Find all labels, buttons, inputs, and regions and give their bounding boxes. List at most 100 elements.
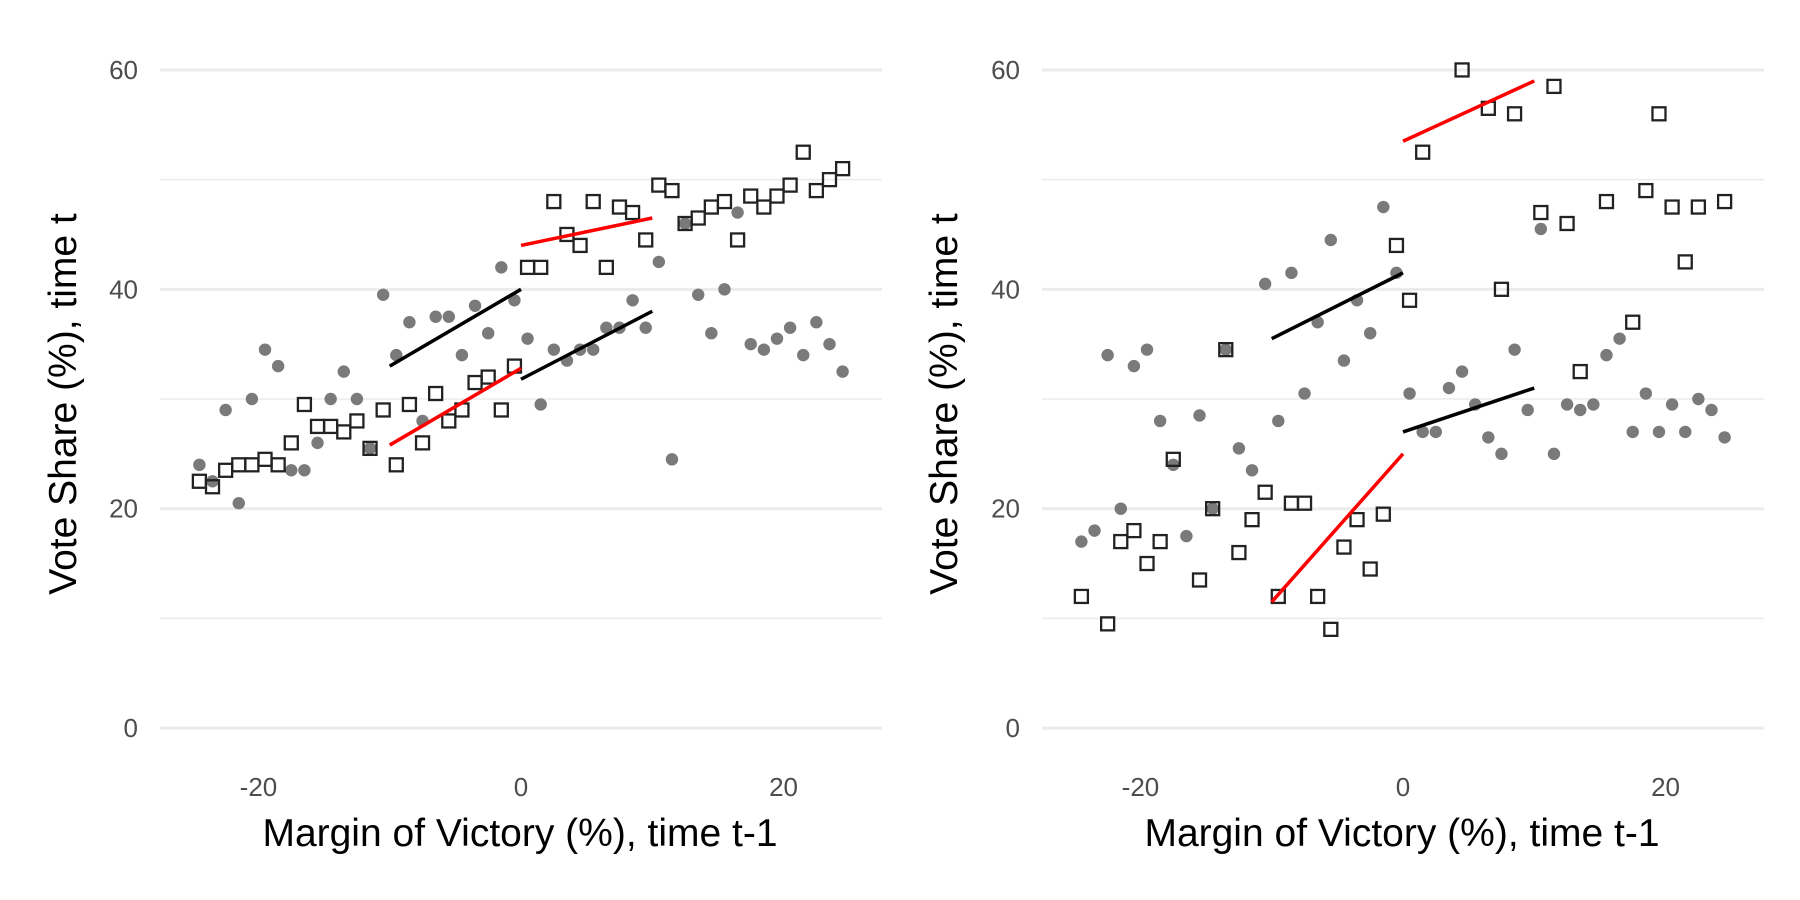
left-y-axis-title: Vote Share (%), time t bbox=[42, 213, 85, 595]
right-dot-point bbox=[1298, 387, 1311, 400]
right-dot-point bbox=[1665, 398, 1679, 411]
left-dot-point bbox=[442, 310, 455, 323]
right-dot-point bbox=[1692, 392, 1705, 406]
left-square-point bbox=[296, 396, 313, 413]
left-square-point bbox=[349, 413, 365, 429]
right-dot-point bbox=[1652, 425, 1666, 439]
left-dot-point bbox=[678, 217, 692, 230]
right-dot-point bbox=[1679, 425, 1692, 439]
right-square-point bbox=[1401, 292, 1418, 308]
left-square-point bbox=[493, 402, 509, 418]
right-square-point bbox=[1336, 539, 1352, 555]
right-x-tick-label: 20 bbox=[1651, 772, 1680, 802]
right-fit-lines bbox=[1270, 79, 1536, 604]
right-dot-point bbox=[1547, 447, 1561, 461]
left-dot-point bbox=[481, 326, 495, 340]
left-square-point bbox=[664, 182, 680, 199]
right-dot-point bbox=[1219, 343, 1232, 356]
left-square-point bbox=[428, 385, 444, 402]
right-black-fit-line bbox=[1270, 271, 1404, 341]
left-square-point bbox=[441, 413, 457, 429]
left-square-point bbox=[703, 199, 719, 215]
right-square-point bbox=[1191, 572, 1208, 588]
left-square-point bbox=[795, 144, 811, 160]
left-square-point bbox=[821, 171, 838, 188]
left-square-point bbox=[756, 199, 772, 215]
left-square-point bbox=[414, 435, 431, 451]
right-dot-point bbox=[1600, 348, 1613, 362]
left-square-point bbox=[808, 182, 825, 199]
right-dot-point bbox=[1258, 277, 1272, 291]
left-y-tick-label: 0 bbox=[124, 713, 138, 743]
right-square-point bbox=[1165, 451, 1181, 467]
right-square-point bbox=[1113, 533, 1129, 550]
left-square-point bbox=[191, 473, 208, 489]
left-dot-point bbox=[652, 255, 666, 269]
right-square-point bbox=[1257, 484, 1273, 500]
left-dot-point bbox=[390, 348, 403, 362]
right-grid bbox=[1042, 68, 1764, 730]
left-dot-point bbox=[285, 464, 298, 477]
left-square-point bbox=[270, 457, 286, 473]
right-square-point bbox=[1362, 561, 1378, 577]
right-x-axis-title: Margin of Victory (%), time t-1 bbox=[1144, 812, 1659, 855]
left-dot-point bbox=[587, 343, 600, 356]
right-square-point bbox=[1415, 144, 1431, 160]
right-dot-point bbox=[1127, 359, 1141, 373]
left-grid bbox=[160, 68, 882, 730]
right-square-point bbox=[1651, 106, 1667, 122]
right-square-point bbox=[1099, 616, 1116, 632]
left-dot-point bbox=[731, 206, 744, 219]
right-dot-point bbox=[1442, 381, 1456, 395]
left-square-point bbox=[388, 457, 404, 473]
right-square-point bbox=[1296, 495, 1313, 511]
left-dot-point bbox=[600, 321, 613, 334]
left-y-tick-labels: 0 20 40 60 bbox=[109, 55, 138, 743]
right-square-point bbox=[1388, 237, 1405, 254]
right-dot-point bbox=[1416, 425, 1429, 439]
right-square-point bbox=[1716, 193, 1733, 210]
right-dot-point bbox=[1337, 354, 1351, 367]
right-dot-point bbox=[1272, 414, 1285, 428]
right-square-point bbox=[1493, 281, 1510, 297]
left-square-point bbox=[283, 435, 299, 451]
left-dot-point bbox=[692, 288, 705, 301]
left-dot-point bbox=[547, 343, 561, 356]
left-panel: 0 20 40 60 -20 0 20 Margin of Victory (%), ti… bbox=[42, 55, 882, 855]
left-dot-point bbox=[468, 299, 482, 312]
right-y-tick-label: 0 bbox=[1006, 713, 1020, 743]
left-square-point bbox=[743, 188, 759, 204]
left-square-point bbox=[401, 396, 418, 413]
left-square-point bbox=[716, 193, 733, 210]
right-dot-point bbox=[1377, 200, 1390, 214]
left-dot-point bbox=[363, 442, 377, 455]
right-y-tick-label: 60 bbox=[991, 55, 1020, 85]
right-dot-point bbox=[1206, 502, 1219, 515]
left-dot-point bbox=[455, 348, 469, 362]
right-x-tick-labels: -20 0 20 bbox=[1122, 772, 1680, 802]
left-square-point bbox=[729, 232, 746, 248]
right-dot-point bbox=[1193, 409, 1206, 422]
left-square-point bbox=[217, 462, 234, 478]
left-y-tick-label: 60 bbox=[109, 55, 138, 85]
left-square-point bbox=[611, 199, 628, 215]
left-square-point bbox=[769, 188, 785, 204]
left-square-point bbox=[834, 161, 851, 177]
left-square-point bbox=[309, 418, 326, 435]
right-dot-point bbox=[1140, 343, 1154, 356]
right-black-fit-line bbox=[1402, 386, 1535, 434]
left-square-point bbox=[480, 369, 496, 385]
right-y-tick-label: 40 bbox=[991, 274, 1020, 304]
left-square-point bbox=[572, 237, 588, 254]
right-square-point bbox=[1690, 199, 1707, 215]
left-dot-point bbox=[521, 332, 534, 345]
right-square-point bbox=[1323, 621, 1339, 637]
left-dot-point bbox=[744, 337, 757, 351]
right-dot-point bbox=[1153, 414, 1167, 428]
right-square-point bbox=[1349, 512, 1365, 528]
right-dot-point bbox=[1232, 442, 1246, 455]
right-dot-point bbox=[1180, 529, 1193, 543]
right-dot-point bbox=[1639, 387, 1653, 400]
left-dot-point bbox=[376, 288, 390, 301]
